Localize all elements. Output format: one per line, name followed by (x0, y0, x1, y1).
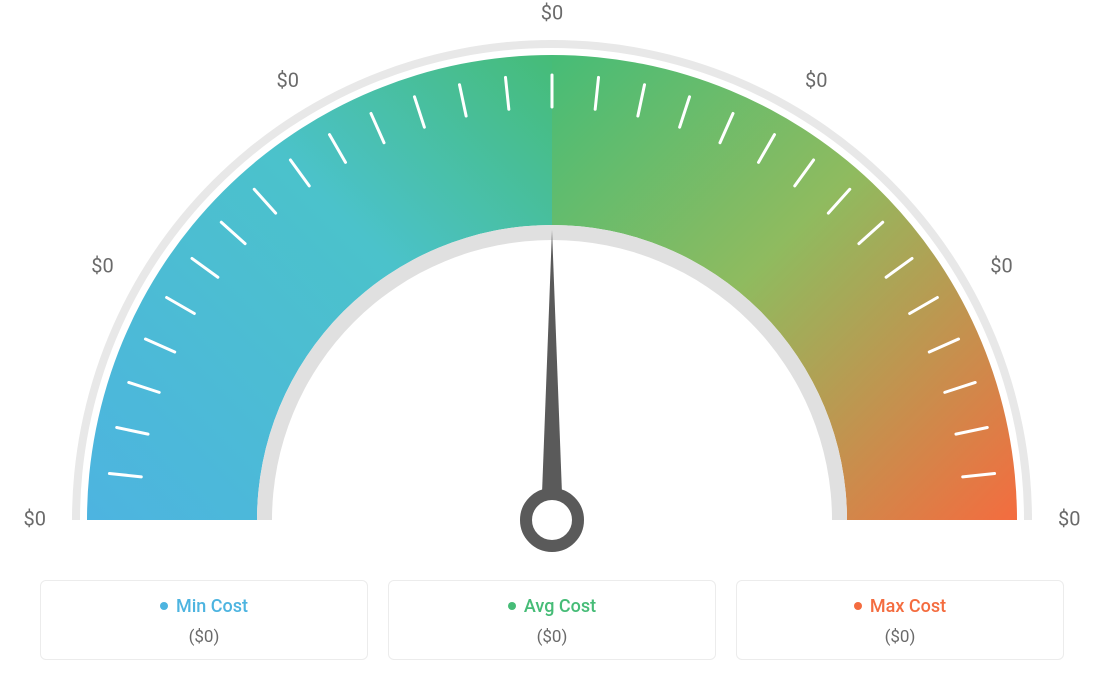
legend-label-min: Min Cost (176, 596, 248, 617)
legend-value-max: ($0) (747, 627, 1053, 647)
gauge-tick-label: $0 (541, 0, 563, 24)
gauge-tick-label: $0 (805, 68, 827, 92)
legend-card-avg: Avg Cost ($0) (388, 580, 716, 660)
gauge-tick-label: $0 (91, 253, 113, 277)
gauge-svg: $0 $0 $0 $0 $0 $0 $0 (0, 0, 1104, 570)
legend-dot-max (854, 602, 862, 610)
gauge-tick-label: $0 (24, 506, 46, 530)
legend-dot-min (160, 602, 168, 610)
legend-value-min: ($0) (51, 627, 357, 647)
legend-card-max: Max Cost ($0) (736, 580, 1064, 660)
gauge-needle (541, 230, 563, 520)
gauge-chart: $0 $0 $0 $0 $0 $0 $0 (0, 0, 1104, 570)
gauge-hub (526, 494, 578, 546)
gauge-tick-label: $0 (277, 68, 299, 92)
legend-title-avg: Avg Cost (508, 596, 596, 617)
legend-label-max: Max Cost (870, 596, 946, 617)
legend-row: Min Cost ($0) Avg Cost ($0) Max Cost ($0… (0, 580, 1104, 660)
legend-card-min: Min Cost ($0) (40, 580, 368, 660)
legend-title-min: Min Cost (160, 596, 248, 617)
gauge-tick-label: $0 (1058, 506, 1080, 530)
legend-dot-avg (508, 602, 516, 610)
legend-title-max: Max Cost (854, 596, 946, 617)
legend-label-avg: Avg Cost (524, 596, 596, 617)
legend-value-avg: ($0) (399, 627, 705, 647)
gauge-tick-label: $0 (990, 253, 1012, 277)
